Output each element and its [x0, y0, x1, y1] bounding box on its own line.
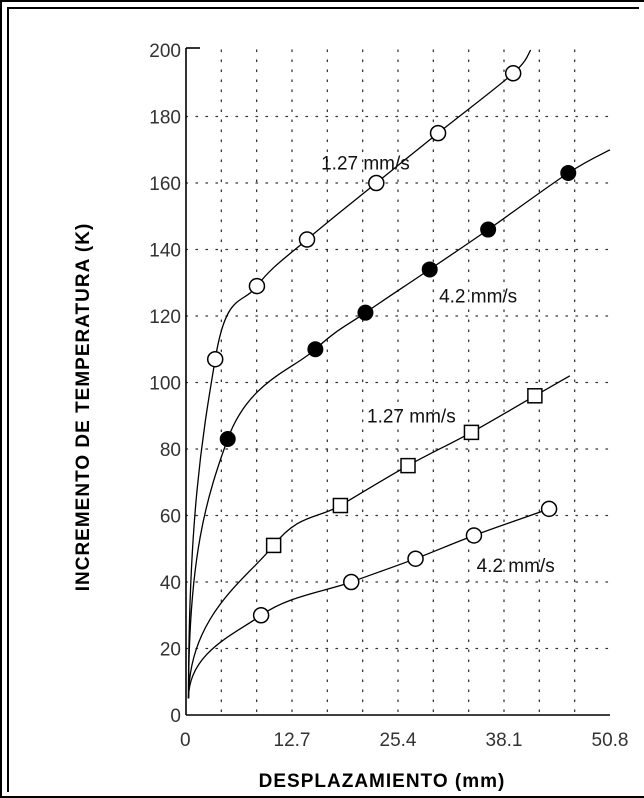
series-2-point — [357, 304, 374, 321]
markers — [206, 65, 577, 624]
series-2-point — [560, 165, 577, 182]
series-3-point — [332, 497, 349, 514]
y-axis-title: INCREMENTO DE TEMPERATURA (K) — [73, 223, 94, 592]
grid — [185, 49, 611, 716]
y-tick-label: 100 — [149, 374, 181, 395]
y-tick-label: 180 — [149, 108, 181, 129]
x-tick-label: 25.4 — [380, 730, 417, 751]
y-tick-label: 160 — [149, 174, 181, 195]
x-tick-label: 50.8 — [592, 730, 629, 751]
series-1-point — [504, 65, 522, 82]
series-label: 4.2 mm/s — [439, 287, 517, 308]
axes — [185, 47, 610, 716]
series-4-point — [465, 527, 483, 544]
y-tick-label: 60 — [160, 507, 181, 528]
series-4-point — [407, 550, 424, 567]
curves — [187, 49, 611, 699]
series-1-point — [368, 174, 385, 192]
series-1-point — [429, 124, 447, 142]
series-1-point — [248, 277, 266, 295]
series-label: 1.27 mm/s — [367, 406, 456, 427]
x-tick-label: 0 — [180, 730, 191, 751]
y-tick-label: 120 — [149, 307, 181, 328]
figure-inner-border — [7, 7, 639, 792]
y-tick-label: 20 — [160, 640, 181, 661]
series-4-point — [540, 500, 558, 518]
series-3-point — [527, 388, 543, 404]
series-label: 1.27 mm/s — [321, 154, 410, 175]
x-tick-label: 38.1 — [486, 730, 523, 751]
series-2-point — [421, 261, 438, 278]
series-curve-4 — [187, 505, 557, 699]
y-tick-label: 200 — [149, 41, 181, 62]
series-1-point — [298, 231, 316, 248]
series-4-point — [252, 607, 270, 624]
series-label: 4.2 mm/s — [477, 556, 555, 577]
series-3-point — [265, 537, 282, 554]
x-tick-label: 12.7 — [274, 730, 311, 751]
series-2-point — [307, 341, 324, 358]
series-4-point — [343, 573, 360, 591]
x-axis-title: DESPLAZAMIENTO (mm) — [259, 771, 506, 792]
series-2-point — [480, 221, 497, 238]
series-2-point — [219, 431, 236, 448]
series-3-point — [400, 457, 416, 474]
y-tick-label: 40 — [160, 573, 181, 594]
annotations: 1.27 mm/s 4.2 mm/s 1.27 mm/s 4.2 mm/s — [321, 154, 555, 577]
y-tick-label: 80 — [160, 440, 181, 461]
y-tick-label: 140 — [149, 241, 181, 262]
y-tick-label: 0 — [170, 706, 181, 727]
series-1-point — [206, 350, 224, 368]
series-curve-1 — [187, 49, 532, 699]
tick-labels: 0 20 40 60 80 100 120 140 160 180 200 0 12.7 25.4 38.1… — [149, 41, 628, 751]
series-3-point — [463, 424, 480, 441]
